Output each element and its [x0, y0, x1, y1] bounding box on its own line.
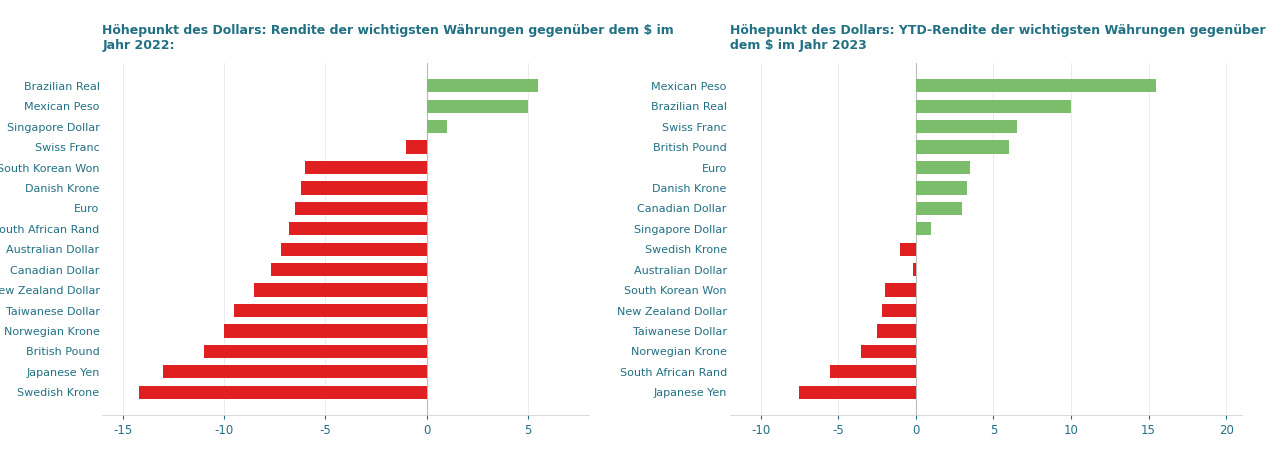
Bar — [426, 120, 447, 133]
Bar — [270, 263, 426, 276]
Text: Höhepunkt des Dollars: YTD-Rendite der wichtigsten Währungen gegenüber
dem $ im : Höhepunkt des Dollars: YTD-Rendite der w… — [730, 24, 1265, 52]
Bar — [280, 243, 426, 256]
Bar — [289, 222, 426, 235]
Bar — [800, 386, 915, 399]
Bar — [915, 181, 966, 194]
Bar — [140, 386, 426, 399]
Bar — [915, 161, 970, 174]
Bar — [234, 304, 426, 317]
Bar — [914, 263, 915, 276]
Bar — [915, 120, 1016, 133]
Bar — [884, 284, 915, 297]
Bar — [305, 161, 426, 174]
Bar — [915, 79, 1156, 92]
Bar — [915, 222, 932, 235]
Bar — [164, 365, 426, 378]
Bar — [861, 345, 915, 358]
Bar — [407, 140, 426, 154]
Bar — [294, 202, 426, 215]
Bar — [255, 284, 426, 297]
Bar — [204, 345, 426, 358]
Bar — [831, 365, 915, 378]
Text: Höhepunkt des Dollars: Rendite der wichtigsten Währungen gegenüber dem $ im
Jahr: Höhepunkt des Dollars: Rendite der wicht… — [102, 24, 675, 52]
Bar — [877, 324, 915, 338]
Bar — [882, 304, 915, 317]
Bar — [426, 79, 538, 92]
Bar — [224, 324, 426, 338]
Bar — [915, 140, 1009, 154]
Bar — [426, 100, 529, 113]
Bar — [915, 100, 1071, 113]
Bar — [900, 243, 915, 256]
Bar — [301, 181, 426, 194]
Bar — [915, 202, 963, 215]
